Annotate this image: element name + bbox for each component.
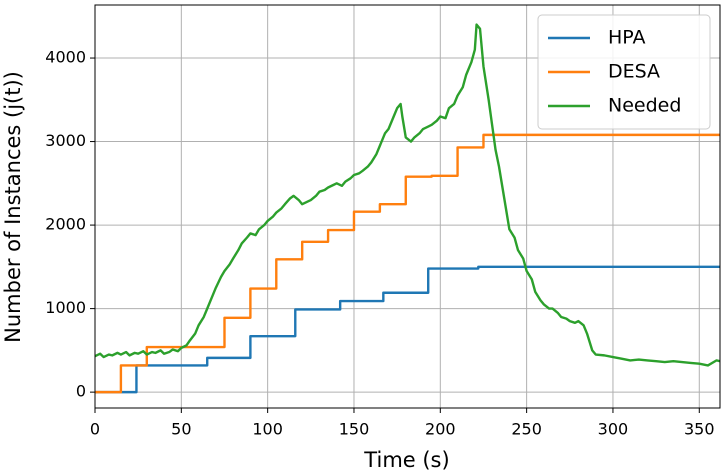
x-tick-label: 50 — [171, 420, 191, 439]
x-tick-label: 300 — [598, 420, 629, 439]
legend-box — [537, 14, 711, 130]
legend-label: DESA — [608, 61, 660, 83]
y-tick-label: 0 — [76, 382, 86, 401]
line-series — [95, 133, 720, 394]
x-tick-label: 0 — [90, 420, 100, 439]
y-axis-label: Number of Instances (j(t)) — [1, 71, 25, 343]
y-tick-label: 1000 — [45, 298, 86, 317]
y-tick-label: 3000 — [45, 131, 86, 150]
x-tick-label: 250 — [511, 420, 542, 439]
x-tick-label: 150 — [339, 420, 370, 439]
y-tick-label: 2000 — [45, 215, 86, 234]
x-tick-label: 100 — [252, 420, 283, 439]
y-tick-label: 4000 — [45, 48, 86, 67]
line-series — [95, 23, 720, 367]
legend-label: Needed — [608, 95, 681, 117]
plot-frame — [94, 4, 721, 409]
legend-label: HPA — [608, 27, 646, 49]
x-tick-label: 350 — [684, 420, 715, 439]
plot-area — [95, 23, 720, 394]
x-axis-label: Time (s) — [363, 448, 449, 472]
line-series — [95, 265, 720, 394]
x-tick-label: 200 — [425, 420, 456, 439]
